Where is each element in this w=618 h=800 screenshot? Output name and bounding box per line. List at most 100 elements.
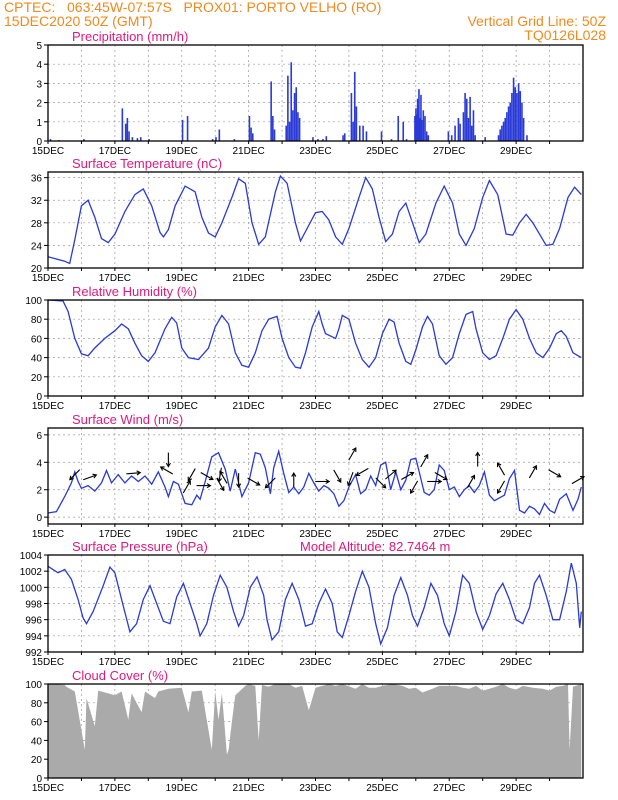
precip-bar [507,106,510,141]
wind-xtick-label: 17DEC [99,529,131,540]
pres-xtick-label: 17DEC [99,657,131,668]
wind-arrow-head [355,471,361,477]
wind-arrow-head [470,474,476,480]
rh-series-line [47,299,582,369]
precip-bar [501,125,503,141]
wind-frame [47,427,584,525]
cloud-xtick-label: 15DEC [32,783,64,794]
temp-xtick-label: 17DEC [99,273,131,284]
wind-arrow-head [496,462,502,468]
precip-bar [472,110,475,141]
cloud-xtick-label: 21DEC [233,783,265,794]
wind-arrow-head [556,472,562,478]
rh-xtick-label: 29DEC [500,401,532,412]
precip-bar [128,131,130,141]
cloud-xtick-label: 17DEC [99,783,131,794]
wind-xtick-label: 29DEC [500,529,532,540]
precip-ytick-label: 3 [36,79,42,90]
wind-arrow-head [236,483,242,489]
wind-arrow-head [255,481,261,486]
wind-arrow-shaft [410,480,419,494]
rh-title: Relative Humidity (%) [72,284,197,299]
wind-xtick-label: 21DEC [233,529,265,540]
precip-bar [504,117,507,141]
precip-xtick-label: 25DEC [366,146,398,157]
precip-bar [292,110,294,141]
temp-xtick-label: 15DEC [32,273,64,284]
pres-ytick-label: 1002 [20,567,43,578]
precip-bar [322,139,324,141]
pres-xtick-label: 27DEC [433,657,465,668]
precip-frame [47,44,584,142]
precip-bar [459,123,461,141]
precip-bar [380,131,383,141]
wind-arrow-shaft [265,477,276,489]
wind-arrow-shaft [348,447,357,461]
wind-arrow-head [346,481,352,487]
cloud-xtick-label: 19DEC [166,783,198,794]
precip-xtick-label: 17DEC [99,146,131,157]
pres-xtick-label: 29DEC [500,657,532,668]
precip-bar [390,139,393,141]
temp-xtick-label: 19DEC [166,273,198,284]
header-date: 15DEC2020 50Z (GMT) [4,13,153,29]
precip-bar [447,131,450,141]
pres-ytick-label: 998 [25,600,42,611]
wind-arrow-shaft [333,469,342,483]
precip-bar [422,110,425,141]
precip-bar [272,116,274,141]
wind-arrow-head [409,471,415,477]
pres-ytick-label: 994 [25,632,42,643]
temp-ytick-label: 28 [31,219,43,230]
cloud-ytick-label: 80 [31,699,43,710]
precip-bar [181,119,184,141]
precip-bar [211,139,214,141]
cloud-ytick-label: 60 [31,718,43,729]
cloud-ytick-label: 20 [31,755,43,766]
wind-arrow-shaft [200,472,214,480]
wind-arrow-head [208,475,214,481]
wind-arrow-head [442,475,448,481]
precip-bar [509,102,512,141]
rh-ytick-label: 100 [25,296,42,307]
wind-xtick-label: 15DEC [32,529,64,540]
precip-bar [136,138,139,141]
pres-ytick-label: 996 [25,616,42,627]
precip-bar [358,125,361,141]
temp-ytick-label: 32 [31,196,43,207]
precip-bar [355,106,358,141]
temp-ytick-label: 36 [31,174,43,185]
precip-bar [415,114,418,141]
precip-bar [462,112,465,141]
temp-xtick-label: 27DEC [433,273,465,284]
precip-bar [457,117,460,141]
precip-bar [295,87,298,141]
wind-arrow-head [186,479,191,485]
pres-xtick-label: 19DEC [166,657,198,668]
precip-bar [233,139,236,141]
precip-bar [502,121,505,141]
rh-ytick-label: 40 [31,354,43,365]
precip-bar [342,135,344,141]
cloud-title: Cloud Cover (%) [72,668,168,683]
wind-arrow-head [219,486,225,492]
rh-xtick-label: 27DEC [433,401,465,412]
wind-arrow-shaft [528,465,537,479]
temp-xtick-label: 23DEC [299,273,331,284]
wind-arrow-shaft [497,480,506,494]
precip-bar [285,125,288,141]
wind-arrow-head [381,483,387,489]
precip-bar [526,135,528,141]
precip-bar [514,87,517,141]
precip-ytick-label: 1 [36,118,42,129]
rh-xtick-label: 25DEC [366,401,398,412]
rh-frame [47,299,584,397]
wind-arrow-head [219,470,224,476]
precip-bar [405,139,408,141]
precip-bar [511,93,513,141]
precip-bar [465,98,468,141]
precip-bar [251,133,254,141]
cloud-cover-area [48,684,582,778]
pres-xtick-label: 23DEC [299,657,331,668]
wind-arrow-shaft [548,469,561,478]
